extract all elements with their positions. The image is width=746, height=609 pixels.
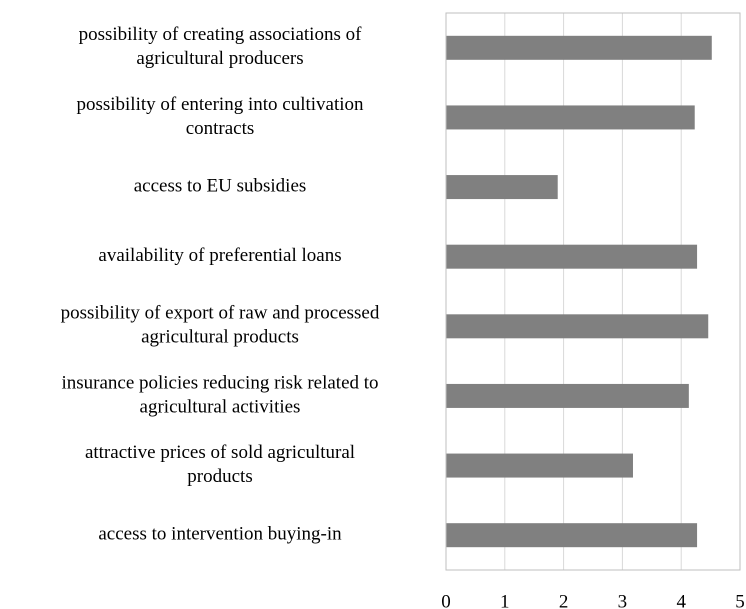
y-tick-label: possibility of entering into cultivation xyxy=(76,94,364,115)
bar xyxy=(446,523,698,548)
bar xyxy=(446,314,709,339)
x-tick-label: 3 xyxy=(618,591,628,609)
y-tick-label: insurance policies reducing risk related… xyxy=(61,372,378,393)
x-tick-label: 1 xyxy=(500,591,510,609)
bar xyxy=(446,105,695,130)
y-tick-label: agricultural producers xyxy=(136,48,303,69)
y-tick-label: agricultural products xyxy=(141,327,299,348)
x-tick-label: 0 xyxy=(441,591,451,609)
y-tick-label: products xyxy=(187,466,252,487)
y-tick-label: access to intervention buying-in xyxy=(98,524,342,545)
plot-frame xyxy=(445,12,741,571)
y-tick-label: possibility of export of raw and process… xyxy=(61,303,380,324)
bar xyxy=(446,453,633,478)
y-tick-label: availability of preferential loans xyxy=(98,245,341,266)
bar xyxy=(446,244,698,269)
y-tick-label: possibility of creating associations of xyxy=(79,24,363,45)
bar xyxy=(446,175,558,200)
y-tick-label: agricultural activities xyxy=(140,396,301,417)
bar xyxy=(446,383,689,408)
y-tick-label: attractive prices of sold agricultural xyxy=(85,442,355,463)
x-tick-label: 2 xyxy=(559,591,569,609)
bar xyxy=(446,35,712,60)
x-tick-label: 5 xyxy=(735,591,745,609)
x-tick-label: 4 xyxy=(676,591,686,609)
y-tick-label: contracts xyxy=(186,118,255,139)
y-tick-label: access to EU subsidies xyxy=(134,175,307,196)
